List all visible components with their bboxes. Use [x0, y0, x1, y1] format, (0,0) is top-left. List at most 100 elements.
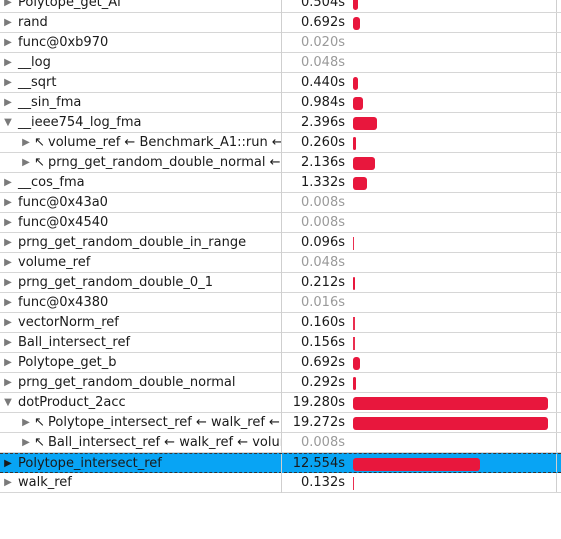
time-bar-cell: [351, 413, 556, 433]
expand-right-icon[interactable]: ▶: [4, 217, 12, 228]
function-name-cell[interactable]: ▶ __log: [0, 53, 282, 73]
function-name-cell[interactable]: ▶ func@0xb970: [0, 33, 282, 53]
expand-right-icon[interactable]: ▶: [4, 477, 12, 488]
table-row[interactable]: ▶ __sin_fma 0.984s: [0, 93, 561, 113]
function-name-cell[interactable]: ▶ __sqrt: [0, 73, 282, 93]
profile-table: ▶ Polytope_get_Ai 0.504s ▶ rand 0.692s ▶ func@0…: [0, 0, 561, 493]
table-row[interactable]: ▶ ↖ Polytope_intersect_ref ← walk_ref ← v 1…: [0, 413, 561, 433]
function-name-cell[interactable]: ▶ func@0x43a0: [0, 193, 282, 213]
time-bar: [353, 237, 354, 250]
time-bar: [353, 17, 360, 30]
caller-arrow-icon: ↖: [34, 155, 45, 170]
expand-right-icon[interactable]: ▶: [4, 77, 12, 88]
function-name-cell[interactable]: ▶ prng_get_random_double_normal: [0, 373, 282, 393]
function-name-cell[interactable]: ▶ func@0x4380: [0, 293, 282, 313]
expand-right-icon[interactable]: ▶: [22, 417, 30, 428]
expand-down-icon[interactable]: ▼: [4, 117, 12, 128]
function-name-cell[interactable]: ▶ prng_get_random_double_in_range: [0, 233, 282, 253]
function-name-cell[interactable]: ▶ prng_get_random_double_0_1: [0, 273, 282, 293]
function-name: func@0x4540: [18, 215, 109, 230]
time-bar-cell: [351, 213, 556, 233]
expand-right-icon[interactable]: ▶: [4, 357, 12, 368]
time-bar-cell: [351, 393, 556, 413]
function-name-cell[interactable]: ▶ volume_ref: [0, 253, 282, 273]
function-name-cell[interactable]: ▶ rand: [0, 13, 282, 33]
table-row[interactable]: ▶ Polytope_intersect_ref 12.554s: [0, 453, 561, 474]
table-row[interactable]: ▼ __ieee754_log_fma 2.396s: [0, 113, 561, 133]
function-name-cell[interactable]: ▶ ↖ Polytope_intersect_ref ← walk_ref ← v: [0, 413, 282, 433]
table-row[interactable]: ▶ func@0xb970 0.020s: [0, 33, 561, 53]
table-row[interactable]: ▶ ↖ Ball_intersect_ref ← walk_ref ← volum 0…: [0, 433, 561, 453]
time-value: 0.292s: [301, 375, 345, 390]
function-name: volume_ref ← Benchmark_A1::run ← l: [48, 135, 282, 150]
expand-right-icon[interactable]: ▶: [4, 37, 12, 48]
table-row[interactable]: ▶ prng_get_random_double_in_range 0.096s: [0, 233, 561, 253]
expand-right-icon[interactable]: ▶: [4, 337, 12, 348]
table-row[interactable]: ▶ volume_ref 0.048s: [0, 253, 561, 273]
table-row[interactable]: ▶ prng_get_random_double_normal 0.292s: [0, 373, 561, 393]
function-name-cell[interactable]: ▶ Polytope_intersect_ref: [0, 454, 282, 474]
function-name-cell[interactable]: ▶ walk_ref: [0, 473, 282, 493]
expand-right-icon[interactable]: ▶: [4, 317, 12, 328]
expand-right-icon[interactable]: ▶: [4, 97, 12, 108]
table-row[interactable]: ▶ Polytope_get_b 0.692s: [0, 353, 561, 373]
table-row[interactable]: ▶ __log 0.048s: [0, 53, 561, 73]
time-value: 1.332s: [301, 175, 345, 190]
expand-right-icon[interactable]: ▶: [4, 377, 12, 388]
expand-right-icon[interactable]: ▶: [4, 297, 12, 308]
expand-right-icon[interactable]: ▶: [4, 458, 12, 469]
expand-down-icon[interactable]: ▼: [4, 397, 12, 408]
time-bar: [353, 357, 360, 370]
column-edge: [556, 413, 561, 432]
expand-right-icon[interactable]: ▶: [22, 157, 30, 168]
expand-right-icon[interactable]: ▶: [4, 177, 12, 188]
table-row[interactable]: ▶ Polytope_get_Ai 0.504s: [0, 0, 561, 13]
table-row[interactable]: ▶ ↖ prng_get_random_double_normal ← w 2.136…: [0, 153, 561, 173]
function-name-cell[interactable]: ▶ ↖ Ball_intersect_ref ← walk_ref ← volum: [0, 433, 282, 453]
expand-right-icon[interactable]: ▶: [22, 137, 30, 148]
table-row[interactable]: ▶ vectorNorm_ref 0.160s: [0, 313, 561, 333]
function-name: dotProduct_2acc: [18, 395, 126, 410]
table-row[interactable]: ▶ func@0x43a0 0.008s: [0, 193, 561, 213]
function-name-cell[interactable]: ▶ ↖ prng_get_random_double_normal ← w: [0, 153, 282, 173]
column-edge: [556, 153, 561, 172]
function-name-cell[interactable]: ▶ Polytope_get_Ai: [0, 0, 282, 13]
expand-right-icon[interactable]: ▶: [4, 277, 12, 288]
expand-right-icon[interactable]: ▶: [4, 237, 12, 248]
function-name-cell[interactable]: ▼ __ieee754_log_fma: [0, 113, 282, 133]
table-row[interactable]: ▶ Ball_intersect_ref 0.156s: [0, 333, 561, 353]
table-row[interactable]: ▶ __sqrt 0.440s: [0, 73, 561, 93]
expand-right-icon[interactable]: ▶: [4, 0, 12, 8]
time-bar: [353, 137, 356, 150]
table-row[interactable]: ▶ rand 0.692s: [0, 13, 561, 33]
column-edge: [556, 0, 561, 12]
table-row[interactable]: ▼ dotProduct_2acc 19.280s: [0, 393, 561, 413]
function-name-cell[interactable]: ▼ dotProduct_2acc: [0, 393, 282, 413]
time-bar-cell: [351, 0, 556, 13]
function-name-cell[interactable]: ▶ vectorNorm_ref: [0, 313, 282, 333]
expand-right-icon[interactable]: ▶: [4, 257, 12, 268]
function-name: prng_get_random_double_normal ← w: [48, 155, 282, 170]
expand-right-icon[interactable]: ▶: [4, 17, 12, 28]
function-name: vectorNorm_ref: [18, 315, 119, 330]
expand-right-icon[interactable]: ▶: [4, 57, 12, 68]
function-name-cell[interactable]: ▶ ↖ volume_ref ← Benchmark_A1::run ← l: [0, 133, 282, 153]
time-bar: [353, 458, 480, 471]
function-name-cell[interactable]: ▶ Ball_intersect_ref: [0, 333, 282, 353]
expand-right-icon[interactable]: ▶: [22, 437, 30, 448]
time-value: 19.272s: [292, 415, 345, 430]
table-row[interactable]: ▶ ↖ volume_ref ← Benchmark_A1::run ← l 0.26…: [0, 133, 561, 153]
table-row[interactable]: ▶ __cos_fma 1.332s: [0, 173, 561, 193]
function-name-cell[interactable]: ▶ Polytope_get_b: [0, 353, 282, 373]
table-row[interactable]: ▶ func@0x4540 0.008s: [0, 213, 561, 233]
table-row[interactable]: ▶ walk_ref 0.132s: [0, 473, 561, 493]
time-bar: [353, 397, 548, 410]
table-row[interactable]: ▶ func@0x4380 0.016s: [0, 293, 561, 313]
function-name-cell[interactable]: ▶ __sin_fma: [0, 93, 282, 113]
expand-right-icon[interactable]: ▶: [4, 197, 12, 208]
table-row[interactable]: ▶ prng_get_random_double_0_1 0.212s: [0, 273, 561, 293]
function-name: func@0x4380: [18, 295, 109, 310]
time-value: 0.984s: [301, 95, 345, 110]
function-name-cell[interactable]: ▶ __cos_fma: [0, 173, 282, 193]
function-name-cell[interactable]: ▶ func@0x4540: [0, 213, 282, 233]
